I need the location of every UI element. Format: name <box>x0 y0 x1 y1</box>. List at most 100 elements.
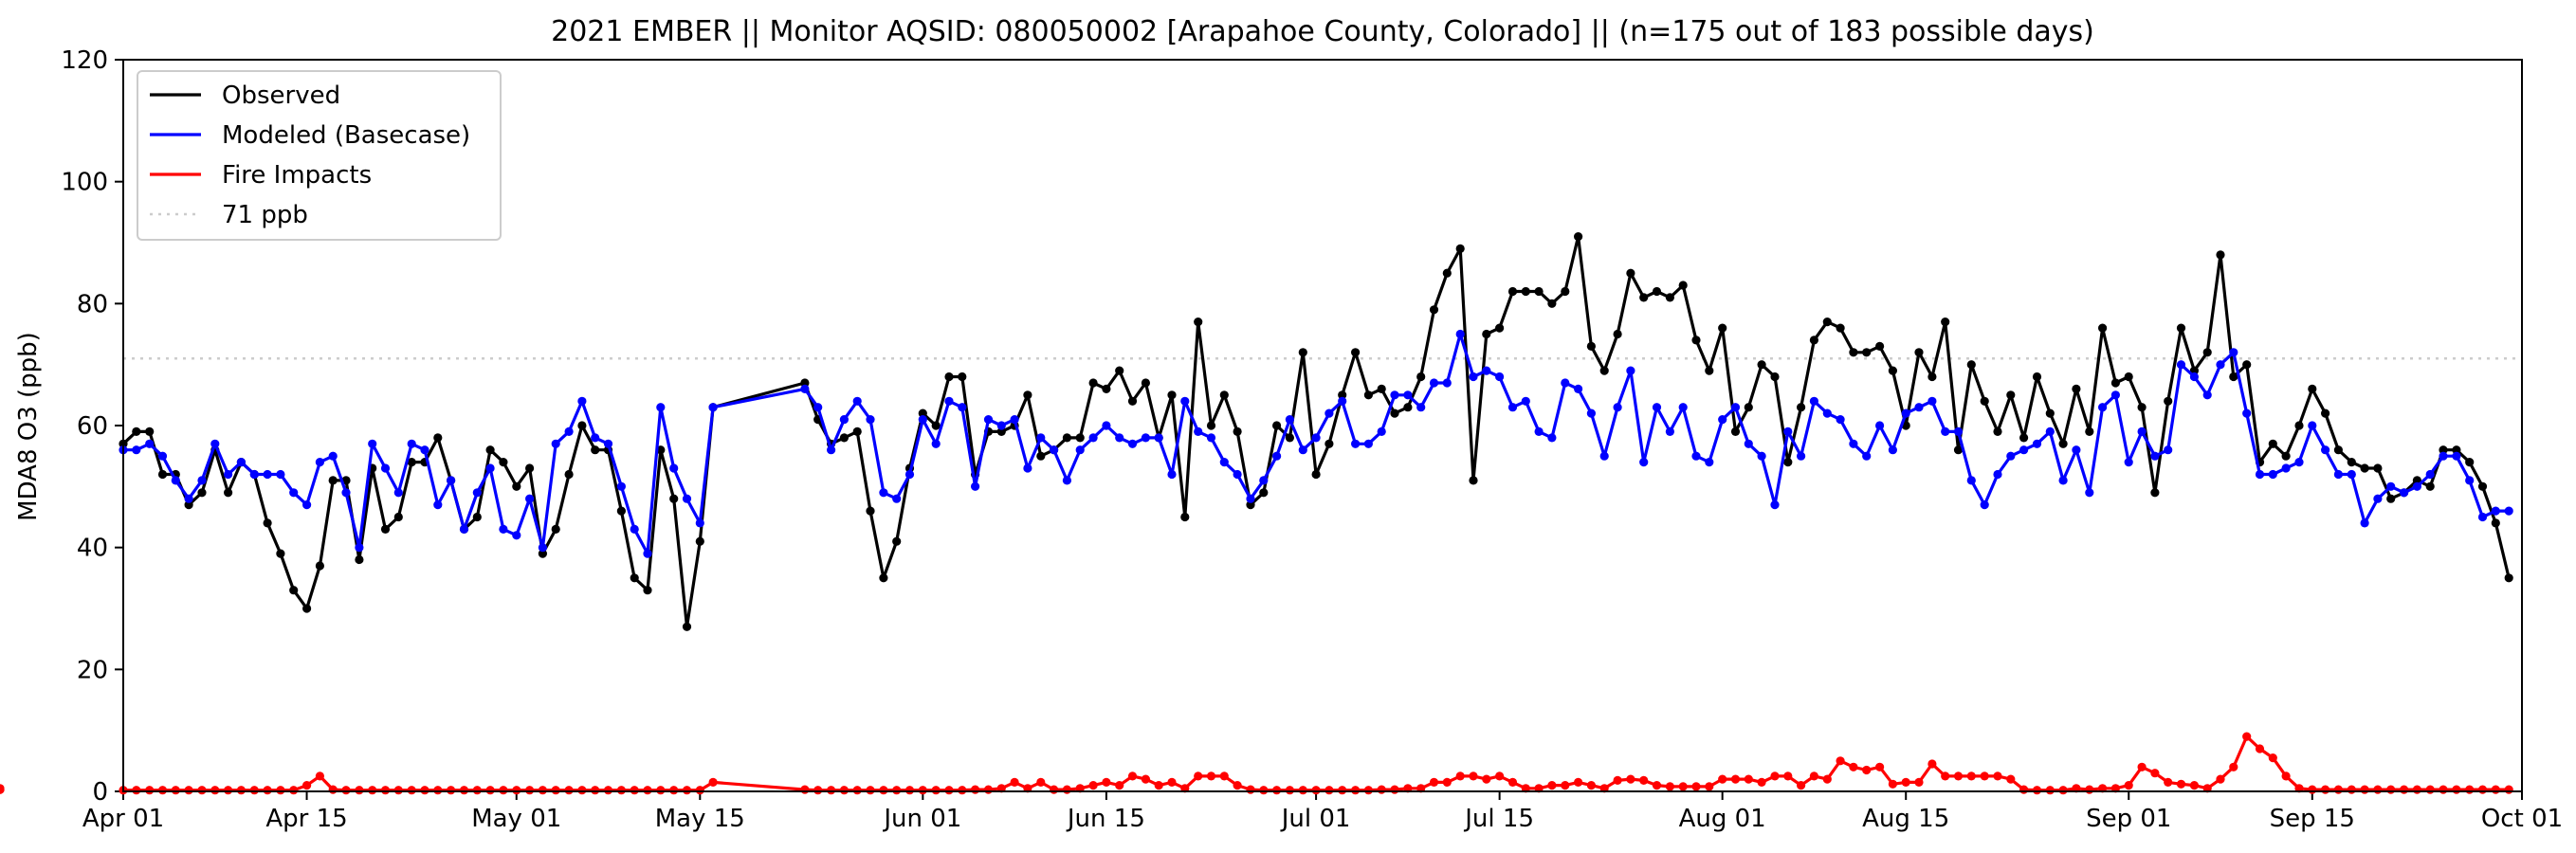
data-point <box>2477 785 2488 794</box>
y-axis-ticks: 0 20 40 60 80 100 120 <box>61 46 123 807</box>
data-point <box>1507 403 1518 412</box>
data-point <box>1665 293 1674 302</box>
data-point <box>1914 403 1924 412</box>
data-point <box>525 494 535 503</box>
data-point <box>2465 458 2475 467</box>
data-point <box>813 786 823 795</box>
data-point <box>1141 774 1150 784</box>
data-point <box>2333 469 2343 480</box>
data-point <box>2400 785 2409 794</box>
data-point <box>472 488 482 498</box>
data-point <box>1469 372 1478 382</box>
data-point <box>499 524 508 535</box>
data-point <box>2085 785 2094 794</box>
data-point <box>983 415 994 425</box>
data-point <box>1442 268 1452 278</box>
data-point <box>1901 408 1910 418</box>
data-point <box>2019 785 2029 794</box>
data-point <box>1246 494 1255 503</box>
data-point <box>827 786 836 795</box>
data-point <box>1730 426 1741 436</box>
data-point <box>1115 366 1124 375</box>
series-line <box>123 735 2510 792</box>
data-point <box>643 786 652 795</box>
data-point <box>2294 421 2304 430</box>
data-point <box>1102 421 1111 430</box>
data-point <box>630 524 639 535</box>
data-point <box>276 469 285 480</box>
data-point <box>2347 469 2356 480</box>
data-point <box>2229 762 2238 771</box>
data-point <box>2032 786 2042 795</box>
data-point <box>2268 753 2277 763</box>
data-point <box>1862 765 1872 775</box>
data-point <box>1233 426 1242 436</box>
data-point <box>1652 781 1662 790</box>
data-point <box>1455 771 1465 781</box>
data-point <box>1036 433 1046 443</box>
legend-label: Fire Impacts <box>222 161 372 190</box>
data-point <box>2019 433 2029 443</box>
data-point <box>538 549 548 558</box>
data-point <box>380 463 391 473</box>
data-point <box>2412 481 2421 491</box>
data-point <box>512 481 521 491</box>
data-point <box>1102 384 1111 393</box>
data-point <box>1639 458 1649 467</box>
data-point <box>1993 469 2002 480</box>
data-point <box>1652 403 1662 412</box>
data-point <box>1495 771 1505 781</box>
data-point <box>603 439 613 448</box>
data-point <box>1075 445 1085 455</box>
data-point <box>380 524 391 535</box>
data-point <box>1561 781 1570 790</box>
data-point <box>276 549 285 558</box>
data-point <box>1167 390 1177 400</box>
data-point <box>2491 785 2500 794</box>
data-point <box>1757 360 1766 370</box>
data-point <box>1626 268 1635 278</box>
data-point <box>2360 463 2369 473</box>
data-point <box>800 785 810 794</box>
data-point <box>1521 396 1530 406</box>
data-point <box>1613 403 1622 412</box>
data-point <box>184 500 193 510</box>
data-point <box>1351 439 1361 448</box>
data-point <box>1849 439 1858 448</box>
data-point <box>355 786 364 795</box>
data-point <box>132 786 141 795</box>
data-point <box>485 786 495 795</box>
data-point <box>1678 782 1688 791</box>
data-point <box>1586 341 1596 351</box>
data-point <box>564 786 574 795</box>
data-point <box>2347 458 2356 467</box>
data-point <box>289 488 299 498</box>
data-point <box>2137 762 2147 771</box>
data-point <box>1914 348 1924 357</box>
data-point <box>433 786 443 795</box>
data-point <box>2137 403 2147 412</box>
data-point <box>157 469 168 480</box>
data-point <box>1927 759 1937 769</box>
data-point <box>1206 421 1216 430</box>
data-point <box>2110 390 2120 400</box>
data-point <box>1442 378 1452 388</box>
data-point <box>538 543 548 553</box>
data-point <box>1259 476 1269 485</box>
data-point <box>302 604 312 613</box>
data-point <box>944 786 954 795</box>
data-point <box>355 543 364 553</box>
data-point <box>289 586 299 595</box>
data-point <box>1783 771 1793 781</box>
data-point <box>459 786 469 795</box>
data-point <box>643 586 652 595</box>
data-point <box>1862 348 1872 357</box>
data-point <box>1849 348 1858 357</box>
data-point <box>1547 299 1557 308</box>
data-point <box>1311 433 1321 443</box>
x-tick-label: Jun 15 <box>1066 805 1145 833</box>
data-point <box>2268 439 2277 448</box>
data-point <box>2176 323 2186 333</box>
data-point <box>145 426 155 436</box>
data-point <box>2504 506 2513 516</box>
